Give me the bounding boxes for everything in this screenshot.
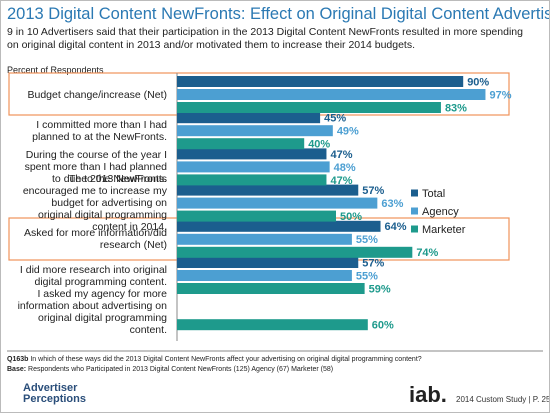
value-label: 49% (337, 126, 359, 138)
value-label: 59% (369, 283, 391, 295)
legend-swatch (411, 207, 418, 215)
legend-label: Marketer (422, 224, 466, 236)
logo-right: iab. (409, 382, 447, 407)
bar (177, 76, 464, 87)
value-label: 63% (381, 198, 403, 210)
legend-label: Agency (422, 206, 459, 218)
value-label: 57% (362, 257, 384, 269)
value-label: 60% (372, 320, 394, 332)
value-label: 47% (330, 149, 352, 161)
value-label: 55% (356, 270, 378, 282)
subtitle: 9 in 10 Advertisers said that their part… (7, 26, 523, 51)
bar (177, 220, 381, 232)
title: 2013 Digital Content NewFronts: Effect o… (7, 5, 550, 23)
value-label: 57% (362, 185, 384, 197)
value-label: 50% (340, 211, 362, 223)
bar (177, 246, 413, 258)
bar (177, 283, 365, 294)
value-label: 40% (308, 139, 330, 151)
page-number: 2014 Custom Study | P. 25 (456, 395, 550, 404)
bar (177, 138, 305, 150)
value-label: 64% (385, 221, 407, 233)
legend-swatch (411, 189, 418, 197)
category-label: Budget change/increase (Net) (27, 88, 168, 101)
axis-label: Percent of Respondents (7, 65, 104, 75)
legend-swatch (411, 225, 418, 233)
logo-line: Perceptions (23, 393, 86, 405)
value-label: 47% (330, 175, 352, 187)
base-label: Base: (7, 366, 27, 373)
bar (177, 233, 352, 245)
value-label: 83% (445, 102, 467, 114)
bar (177, 89, 486, 100)
legend-label: Total (422, 188, 445, 200)
value-label: 97% (489, 89, 511, 101)
bar (177, 125, 333, 137)
question: Q163b In which of these ways did the 201… (7, 356, 422, 363)
value-label: 45% (324, 113, 346, 125)
value-label: 74% (416, 247, 438, 259)
category-label: I committed more than I had planned to a… (32, 118, 167, 143)
value-label: 55% (356, 234, 378, 246)
base-text: Respondents who Participated in 2013 Dig… (28, 366, 334, 373)
value-label: 48% (334, 162, 356, 174)
category-label: During the course of the year I spent mo… (24, 148, 167, 185)
bar (177, 161, 330, 173)
category-label: I asked my agency for more information a… (17, 287, 167, 336)
category-label: The 2013 NewFronts encouraged me to incr… (22, 173, 167, 234)
bar (177, 102, 441, 113)
bar (177, 319, 368, 331)
bar (177, 270, 352, 281)
bar (177, 174, 327, 186)
logo-left: Advertiser Perceptions (23, 383, 86, 405)
bar (177, 210, 336, 222)
category-label: I did more research into original digita… (19, 263, 167, 288)
bar (177, 197, 378, 209)
bar (177, 148, 327, 160)
logo-line: Advertiser (23, 382, 78, 394)
category-label: Asked for more information/did research … (24, 227, 167, 252)
value-label: 90% (467, 76, 489, 88)
bar (177, 112, 321, 124)
bar (177, 184, 359, 196)
question-label: Q163b (7, 356, 29, 363)
base: Base: Respondents who Participated in 20… (7, 366, 333, 373)
question-text: In which of these ways did the 2013 Digi… (30, 356, 422, 363)
bar (177, 257, 359, 268)
